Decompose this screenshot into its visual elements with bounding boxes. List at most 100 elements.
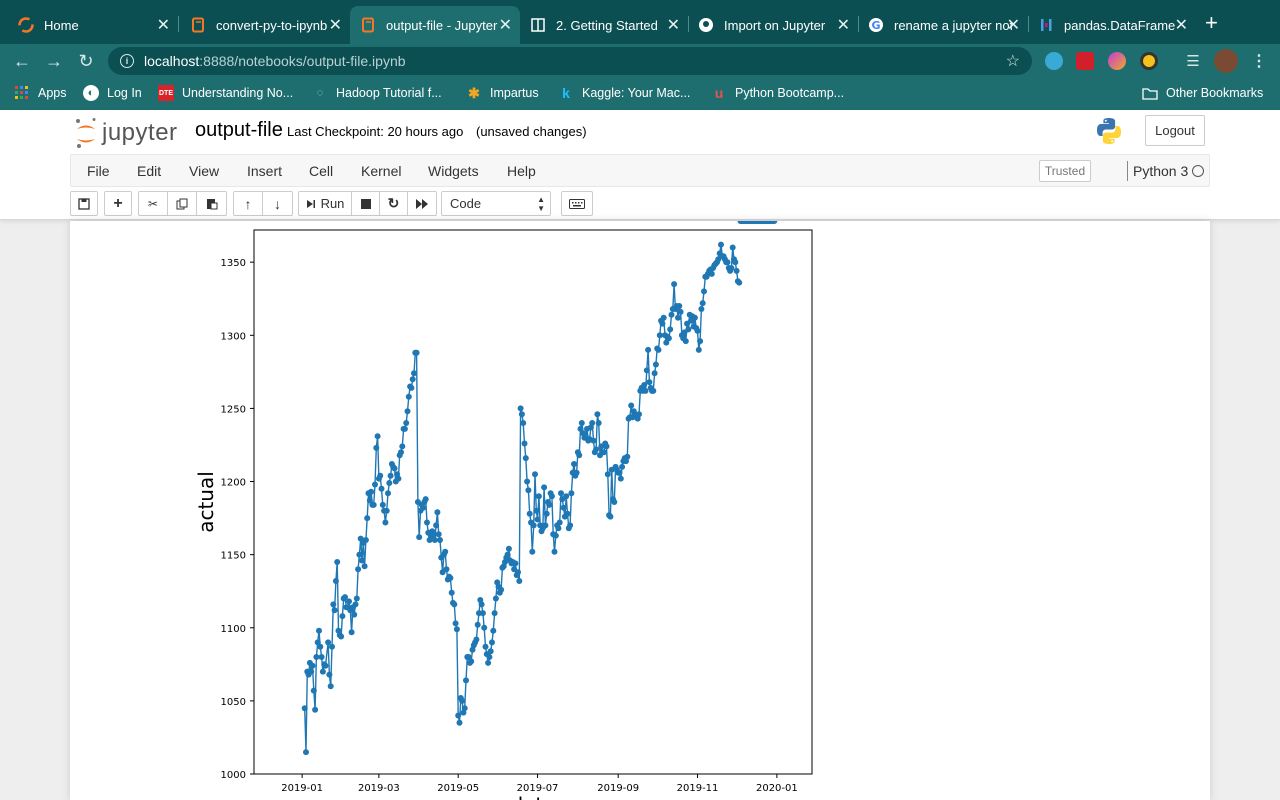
bookmark-understanding[interactable]: DTE Understanding No... (158, 85, 293, 101)
bookmark-label: Other Bookmarks (1166, 86, 1264, 100)
data-point (485, 659, 492, 666)
y-tick-label: 1250 (221, 404, 246, 415)
extension-icon[interactable] (1140, 52, 1158, 70)
close-icon[interactable]: ✕ (328, 17, 342, 34)
menu-widgets[interactable]: Widgets (428, 163, 479, 179)
forward-arrow-icon[interactable]: → (45, 50, 63, 71)
move-down-button[interactable]: ↓ (263, 191, 293, 216)
data-point (607, 513, 614, 520)
data-point (651, 370, 658, 377)
interrupt-button[interactable] (352, 191, 380, 216)
data-point (560, 504, 567, 511)
info-icon[interactable]: i (120, 54, 134, 68)
save-icon (78, 197, 90, 210)
tab-home[interactable]: Home ✕ (8, 6, 178, 44)
udemy-icon: u (714, 85, 724, 101)
tab-title: output-file - Jupyter (386, 17, 498, 33)
data-point (650, 387, 657, 394)
close-icon[interactable]: ✕ (1006, 17, 1020, 34)
other-bookmarks[interactable]: Other Bookmarks (1142, 85, 1263, 101)
data-point (353, 595, 360, 602)
extension-icon[interactable] (1045, 52, 1063, 70)
kernel-name[interactable]: Python 3 (1133, 163, 1189, 179)
save-button[interactable] (70, 191, 98, 216)
menu-edit[interactable]: Edit (137, 163, 162, 179)
close-icon[interactable]: ✕ (1174, 17, 1188, 34)
data-point (482, 643, 489, 650)
menu-cell[interactable]: Cell (309, 163, 334, 179)
y-tick-label: 1200 (221, 478, 246, 489)
data-point (398, 449, 404, 456)
data-point (489, 639, 495, 646)
trusted-indicator[interactable]: Trusted (1039, 160, 1091, 182)
back-arrow-icon[interactable]: ← (13, 50, 31, 71)
data-point (313, 654, 320, 660)
close-icon[interactable]: ✕ (498, 17, 512, 34)
data-point (718, 241, 724, 248)
close-icon[interactable]: ✕ (836, 17, 850, 34)
reading-list-icon[interactable]: ☰ (1186, 53, 1200, 70)
data-point (660, 314, 667, 321)
tab-import-jupyter[interactable]: Import on Jupyter ✕ (688, 6, 858, 44)
bookmark-python-bootcamp[interactable]: u Python Bootcamp... (711, 85, 844, 101)
data-point (478, 601, 485, 608)
menu-kernel[interactable]: Kernel (361, 163, 402, 179)
cut-button[interactable]: ✂ (138, 191, 168, 216)
close-icon[interactable]: ✕ (666, 17, 680, 34)
address-bar[interactable]: i localhost:8888/notebooks/output-file.i… (108, 47, 1032, 75)
bookmark-impartus[interactable]: ✱ Impartus (466, 85, 539, 101)
menu-view[interactable]: View (189, 163, 220, 179)
tab-output-file[interactable]: output-file - Jupyter ✕ (350, 6, 520, 44)
tab-pandas-dataframe[interactable]: pandas.DataFrame ✕ (1028, 6, 1196, 44)
avatar[interactable] (1214, 49, 1238, 73)
notebook-name[interactable]: output-file (195, 119, 283, 141)
extension-icon[interactable] (1076, 52, 1094, 70)
bookmark-apps[interactable]: Apps (14, 85, 67, 101)
menu-insert[interactable]: Insert (247, 163, 283, 179)
data-point (699, 300, 706, 307)
data-point (504, 551, 511, 558)
hadoop-icon: ◌ (316, 87, 324, 99)
tab-convert-py[interactable]: convert-py-to-ipynb ✕ (180, 6, 350, 44)
y-tick-label: 1300 (221, 331, 246, 342)
data-point (338, 633, 345, 640)
data-point (555, 525, 562, 532)
command-palette-button[interactable] (561, 191, 593, 216)
copy-button[interactable] (168, 191, 197, 216)
star-icon[interactable]: ☆ (1005, 53, 1020, 70)
menu-file[interactable]: File (87, 163, 110, 179)
data-point (676, 303, 683, 309)
extension-icon[interactable] (1108, 52, 1126, 70)
move-up-button[interactable]: ↑ (233, 191, 263, 216)
menu-help[interactable]: Help (507, 163, 536, 179)
restart-button[interactable]: ↻ (380, 191, 408, 216)
tab-getting-started[interactable]: 2. Getting Started ✕ (520, 6, 688, 44)
tab-title: rename a jupyter notebook (894, 17, 1012, 33)
data-point (571, 461, 577, 467)
restart-run-all-button[interactable] (408, 191, 437, 216)
url-host: localhost (144, 53, 200, 69)
jupyter-logo[interactable]: jupyter (74, 117, 178, 149)
paste-button[interactable] (197, 191, 227, 216)
data-point (532, 471, 538, 478)
data-point (422, 496, 429, 503)
logout-button[interactable]: Logout (1145, 115, 1205, 146)
close-icon[interactable]: ✕ (156, 17, 170, 34)
data-point (567, 522, 574, 529)
data-point (339, 613, 346, 620)
unsaved-status: (unsaved changes) (476, 124, 587, 139)
insert-cell-button[interactable]: + (104, 191, 132, 216)
data-point (362, 537, 369, 543)
data-point (399, 443, 406, 450)
tab-rename-notebook[interactable]: G rename a jupyter notebook ✕ (858, 6, 1028, 44)
reload-icon[interactable]: ↻ (78, 50, 94, 71)
data-point (348, 629, 355, 636)
bookmark-kaggle[interactable]: k Kaggle: Your Mac... (558, 85, 690, 101)
jupyter-logo-icon (76, 118, 96, 148)
new-tab-button[interactable]: + (1205, 10, 1218, 35)
bookmark-log-in[interactable]: ◐ Log In (83, 85, 142, 101)
more-menu-icon[interactable]: ⋮ (1251, 53, 1267, 70)
bookmark-hadoop[interactable]: ◌ Hadoop Tutorial f... (312, 85, 442, 101)
run-button[interactable]: Run (298, 191, 352, 216)
cell-type-select[interactable]: Code ▲ ▼ (441, 191, 551, 216)
